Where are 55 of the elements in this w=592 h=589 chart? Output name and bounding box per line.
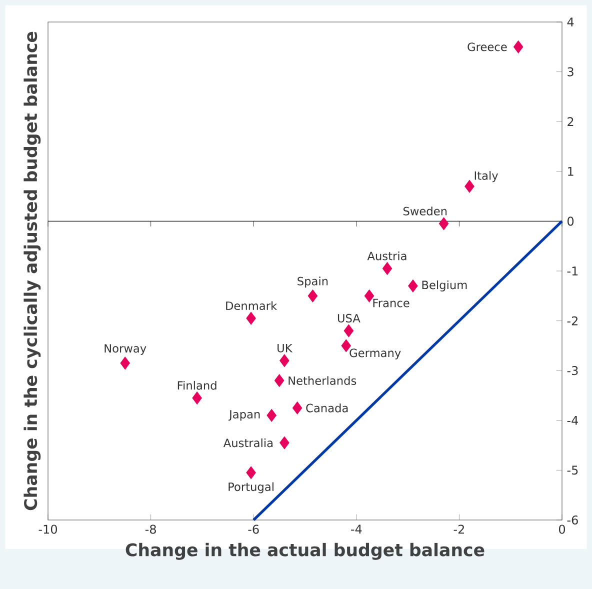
y-tick-label: -1 [567,266,578,276]
point [341,339,351,352]
point [292,402,302,414]
point [382,262,392,275]
y-axis-title: Change in the cyclically adjusted budget balance [24,32,41,510]
point [308,289,318,302]
point [192,392,202,404]
y-tick-label: -3 [567,366,578,376]
x-tick-label: -4 [351,524,362,534]
annotation: France [373,298,410,308]
annotation: Belgium [422,280,467,292]
annotation: Spain [298,276,328,288]
annotation: UK [278,344,293,352]
point [464,180,474,193]
y-tick-label: 4 [567,18,574,26]
point [120,356,130,370]
annotation: Finland [178,380,216,390]
x-tick-label: -8 [145,524,156,534]
point [280,436,290,450]
x-axis-title: Change in the actual budget balance [126,542,484,560]
point [274,374,284,387]
x-tick-label: 0 [558,524,566,534]
y-tick-label: -6 [567,515,578,525]
annotation: Italy [474,171,498,182]
y-tick-label: -2 [567,316,578,326]
point [280,354,290,368]
annotation: Sweden [403,206,447,216]
y-tick-label: -4 [567,416,578,425]
annotation: Austria [367,251,406,260]
point [364,289,374,302]
x-tick-label: -10 [38,524,58,534]
y-tick-label: 0 [568,216,574,226]
annotation: Australia [223,438,272,448]
annotation: Germany [350,348,401,360]
annotation: Greece [468,42,507,52]
y-tick-label: 1 [568,167,574,176]
x-tick-label: -2 [454,524,464,534]
point [438,217,449,230]
y-tick-label: -5 [567,466,578,475]
point [246,466,256,480]
annotation: USA [338,314,360,322]
annotation: Netherlands [288,376,356,385]
y-tick-label: 2 [568,117,574,126]
annotation: Canada [306,404,348,412]
y-tick-label: 3 [568,67,574,76]
point [266,409,276,422]
annotation: Portugal [228,482,274,494]
annotation: Norway [104,344,146,355]
point [513,40,524,54]
point [408,280,418,292]
point [246,312,256,325]
point [344,324,354,338]
annotation: Denmark [226,301,278,310]
annotation: Japan [228,410,260,421]
x-tick-label: -6 [248,524,259,534]
